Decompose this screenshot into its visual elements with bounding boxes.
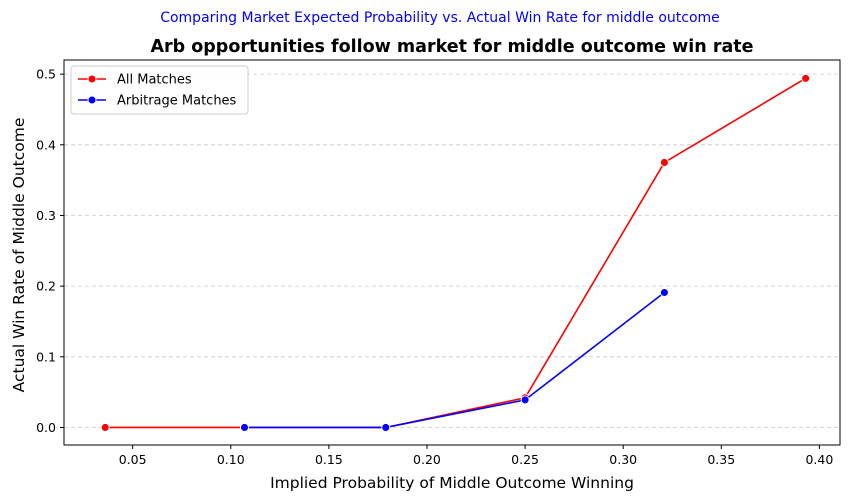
legend-box: [70, 65, 249, 115]
x-axis-label: Implied Probability of Middle Outcome Wi…: [270, 474, 634, 492]
x-tick-label: 0.40: [805, 452, 833, 467]
y-tick-label: 0.0: [36, 420, 56, 435]
y-tick-label: 0.3: [36, 208, 56, 223]
legend-marker: [87, 74, 97, 84]
legend-label: All Matches: [117, 73, 192, 88]
data-point: [520, 395, 530, 405]
x-tick-label: 0.25: [511, 452, 539, 467]
y-axis-label: Actual Win Rate of Middle Outcome: [10, 118, 28, 393]
legend-marker: [87, 95, 97, 105]
data-point: [659, 158, 669, 167]
y-axis-ticks: 0.0 0.1 0.2 0.3 0.4 0.5: [36, 67, 64, 435]
series-arbitrage-matches: [240, 288, 669, 432]
plot-area-frame: [63, 59, 841, 446]
x-axis-ticks: 0.05 0.10 0.15 0.20 0.25 0.30 0.35 0.40: [119, 445, 833, 467]
x-tick-label: 0.35: [707, 452, 735, 467]
data-point: [240, 423, 249, 432]
legend-label: Arbitrage Matches: [117, 94, 237, 109]
data-point: [659, 288, 669, 297]
legend: All Matches Arbitrage Matches: [70, 65, 249, 115]
x-tick-label: 0.15: [315, 452, 343, 467]
y-tick-label: 0.2: [36, 279, 56, 294]
data-point: [100, 423, 110, 432]
x-tick-label: 0.20: [413, 452, 441, 467]
series-layer: [100, 73, 811, 432]
y-tick-label: 0.1: [36, 349, 56, 364]
y-tick-label: 0.5: [36, 67, 56, 82]
series-line: [105, 77, 807, 429]
data-point: [381, 423, 391, 432]
data-point: [801, 73, 811, 83]
y-tick-label: 0.4: [36, 137, 56, 152]
x-tick-label: 0.05: [119, 452, 147, 467]
series-line: [244, 291, 665, 429]
x-tick-label: 0.10: [217, 452, 245, 467]
series-all-matches: [100, 73, 811, 432]
x-tick-label: 0.30: [609, 452, 637, 467]
chart-title: Arb opportunities follow market for midd…: [150, 37, 753, 57]
chart-suptitle: Comparing Market Expected Probability vs…: [160, 10, 720, 26]
